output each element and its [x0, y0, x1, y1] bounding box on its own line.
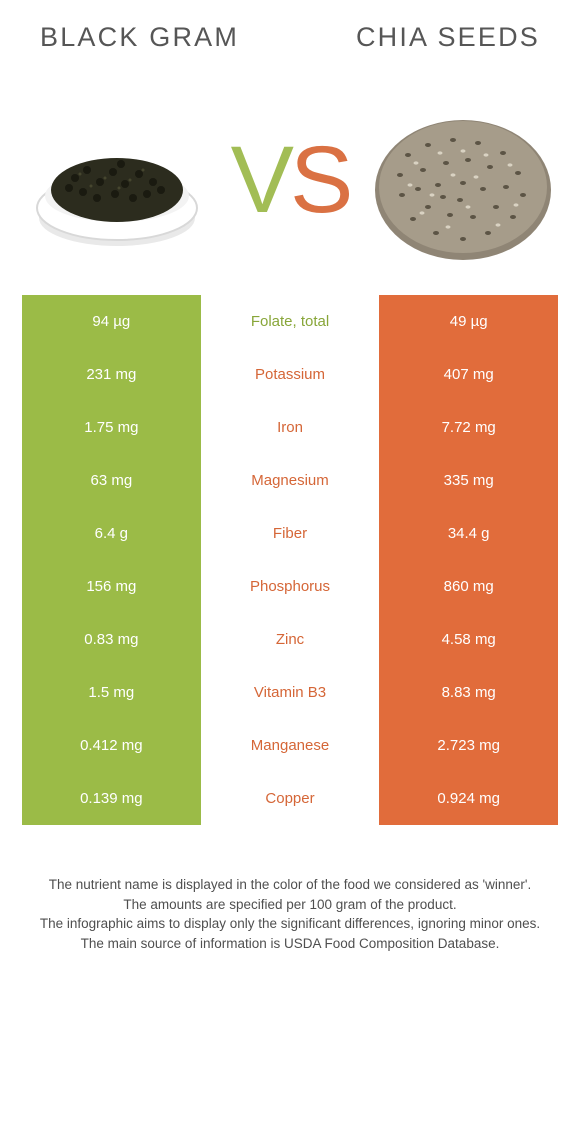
footer-notes: The nutrient name is displayed in the co…	[22, 875, 558, 953]
table-row: 6.4 gFiber34.4 g	[22, 507, 558, 560]
value-left: 1.5 mg	[22, 666, 201, 719]
nutrient-label: Copper	[201, 772, 380, 825]
value-right: 407 mg	[379, 348, 558, 401]
nutrient-label: Potassium	[201, 348, 380, 401]
vs-v: V	[231, 127, 290, 233]
table-row: 156 mgPhosphorus860 mg	[22, 560, 558, 613]
nutrient-label: Vitamin B3	[201, 666, 380, 719]
comparison-table: 94 µgFolate, total49 µg231 mgPotassium40…	[22, 295, 558, 825]
value-right: 34.4 g	[379, 507, 558, 560]
table-row: 1.75 mgIron7.72 mg	[22, 401, 558, 454]
value-left: 0.139 mg	[22, 772, 201, 825]
nutrient-label: Magnesium	[201, 454, 380, 507]
table-row: 231 mgPotassium407 mg	[22, 348, 558, 401]
table-row: 94 µgFolate, total49 µg	[22, 295, 558, 348]
nutrient-label: Manganese	[201, 719, 380, 772]
table-row: 63 mgMagnesium335 mg	[22, 454, 558, 507]
value-left: 63 mg	[22, 454, 201, 507]
nutrient-label: Folate, total	[201, 295, 380, 348]
value-right: 0.924 mg	[379, 772, 558, 825]
vs-label: VS	[231, 126, 350, 235]
nutrient-label: Fiber	[201, 507, 380, 560]
value-right: 335 mg	[379, 454, 558, 507]
table-row: 0.139 mgCopper0.924 mg	[22, 772, 558, 825]
chia-seeds-image	[368, 95, 558, 265]
title-right: Chia seeds	[356, 22, 540, 53]
table-row: 0.83 mgZinc4.58 mg	[22, 613, 558, 666]
value-right: 4.58 mg	[379, 613, 558, 666]
footer-line: The nutrient name is displayed in the co…	[28, 875, 552, 895]
title-row: Black gram Chia seeds	[22, 0, 558, 53]
value-left: 0.83 mg	[22, 613, 201, 666]
value-right: 860 mg	[379, 560, 558, 613]
hero-row: VS	[22, 65, 558, 295]
footer-line: The amounts are specified per 100 gram o…	[28, 895, 552, 915]
value-left: 231 mg	[22, 348, 201, 401]
value-left: 1.75 mg	[22, 401, 201, 454]
vs-s: S	[290, 127, 349, 233]
value-right: 8.83 mg	[379, 666, 558, 719]
value-left: 0.412 mg	[22, 719, 201, 772]
footer-line: The infographic aims to display only the…	[28, 914, 552, 934]
table-row: 0.412 mgManganese2.723 mg	[22, 719, 558, 772]
value-right: 49 µg	[379, 295, 558, 348]
value-left: 6.4 g	[22, 507, 201, 560]
value-left: 94 µg	[22, 295, 201, 348]
table-row: 1.5 mgVitamin B38.83 mg	[22, 666, 558, 719]
value-right: 2.723 mg	[379, 719, 558, 772]
nutrient-label: Zinc	[201, 613, 380, 666]
value-right: 7.72 mg	[379, 401, 558, 454]
value-left: 156 mg	[22, 560, 201, 613]
nutrient-label: Iron	[201, 401, 380, 454]
nutrient-label: Phosphorus	[201, 560, 380, 613]
title-left: Black gram	[40, 22, 239, 53]
black-gram-image	[22, 95, 212, 265]
footer-line: The main source of information is USDA F…	[28, 934, 552, 954]
